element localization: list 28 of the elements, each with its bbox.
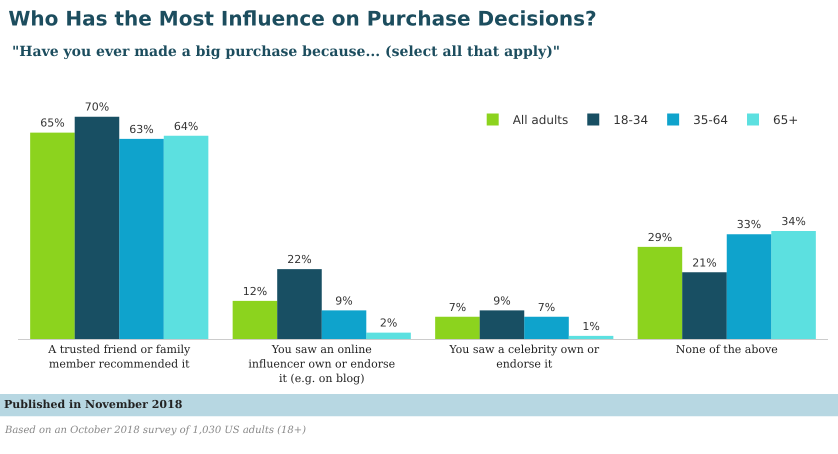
data-label: 33%	[736, 218, 762, 232]
text: Published in November 2018	[4, 398, 183, 411]
chart-subtitle: "Have you ever made a big purchase because... (select all that apply)"	[12, 44, 560, 60]
data-label: 12%	[242, 284, 268, 298]
chart-title: Who Has the Most Influence on Purchase Decisions?	[8, 6, 597, 30]
data-label: 70%	[84, 100, 110, 114]
legend-label: All adults	[512, 113, 568, 128]
data-label: 63%	[129, 122, 154, 136]
data-label: 9%	[493, 294, 511, 308]
data-label: 9%	[335, 294, 353, 308]
x-tick-label: You saw a celebrity own or endorse it	[448, 343, 600, 370]
data-label: 34%	[781, 215, 806, 228]
data-label: 29%	[648, 230, 672, 244]
data-label: 7%	[448, 300, 466, 314]
data-label: 64%	[174, 120, 198, 133]
x-tick-label: None of the above	[676, 343, 778, 356]
data-label: 1%	[582, 320, 600, 333]
legend-label: 65+	[773, 113, 798, 128]
legend-label: 35-64	[693, 113, 728, 128]
data-label: 21%	[692, 256, 717, 270]
data-label: 65%	[40, 116, 65, 130]
legend-label: 18-34	[613, 113, 648, 128]
x-tick-label: You saw an online influencer own or endorse it (e.g. on blog)	[248, 343, 396, 385]
data-label: 2%	[380, 316, 398, 330]
data-label: 22%	[287, 253, 312, 266]
text: Based on an October 2018 survey of 1,030 US adults (18+)	[4, 425, 306, 436]
data-label: 7%	[538, 300, 556, 314]
x-tick-label: A trusted friend or family member recommended it	[47, 343, 192, 370]
